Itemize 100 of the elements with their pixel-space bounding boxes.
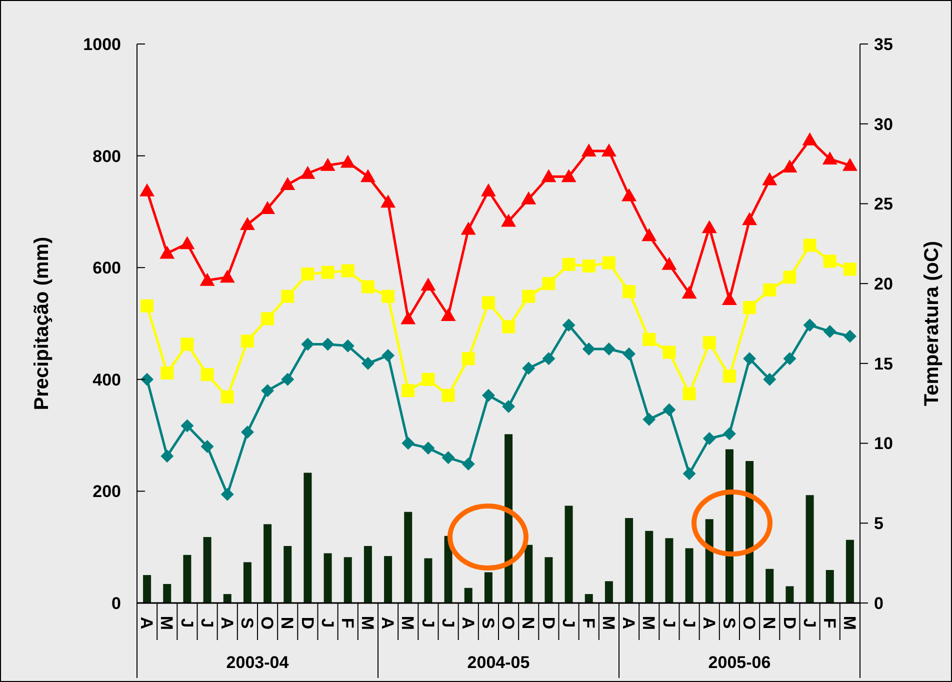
point	[783, 352, 796, 366]
x-tick-label: S	[720, 617, 739, 629]
point	[542, 277, 556, 290]
bar	[223, 594, 232, 603]
point	[762, 172, 778, 186]
point	[341, 339, 354, 352]
point	[281, 372, 294, 386]
bar	[324, 553, 332, 603]
point	[602, 342, 616, 356]
x-tick-label: A	[217, 616, 236, 630]
y2-tick-label: 15	[874, 354, 893, 374]
point	[722, 292, 737, 306]
point	[702, 336, 716, 350]
point	[803, 318, 816, 332]
point	[400, 311, 416, 324]
point	[562, 258, 576, 271]
point	[200, 368, 214, 382]
point	[140, 372, 154, 386]
y-axis-title: Precipitação (mm)	[31, 236, 53, 410]
bar	[424, 558, 432, 603]
y2-tick-label: 20	[874, 274, 893, 294]
point	[300, 166, 316, 179]
y-tick-label: 0	[112, 594, 121, 613]
point	[622, 285, 636, 298]
point	[422, 442, 435, 455]
point	[320, 158, 336, 171]
bar	[766, 568, 774, 603]
point	[361, 280, 374, 294]
point	[842, 158, 858, 171]
point	[482, 296, 495, 310]
bar	[304, 472, 312, 603]
x-tick-label: N	[278, 616, 297, 630]
point	[460, 222, 476, 235]
bar	[564, 506, 573, 603]
text: 2004-05	[467, 653, 530, 672]
x-tick-label: J	[418, 618, 438, 628]
point	[522, 290, 536, 303]
y-tick-label: 600	[92, 258, 121, 278]
x-tick-label: J	[318, 618, 337, 628]
point	[542, 352, 556, 366]
bar	[625, 518, 634, 603]
point	[240, 334, 254, 348]
bar	[404, 512, 412, 603]
point	[301, 267, 314, 280]
point	[180, 338, 194, 351]
text: 2005-06	[708, 653, 771, 672]
point	[722, 370, 736, 383]
point	[823, 324, 836, 338]
y2-tick-label: 25	[874, 194, 893, 214]
bar	[786, 586, 794, 603]
x-tick-label: J	[679, 618, 698, 628]
point	[581, 144, 596, 157]
y2-tick-label: 35	[874, 34, 893, 54]
point	[502, 400, 516, 414]
point	[642, 228, 657, 242]
y-tick-label: 1000	[83, 34, 121, 54]
point	[160, 366, 174, 380]
point	[783, 270, 796, 284]
point	[822, 151, 838, 164]
point	[321, 266, 334, 279]
point	[160, 246, 175, 259]
bar	[604, 581, 613, 603]
bar	[344, 557, 352, 603]
point	[622, 188, 637, 202]
bar	[504, 434, 513, 603]
y2-axis-title: Temperatura (oC)	[921, 240, 943, 406]
x-tick-label: N	[760, 616, 779, 630]
x-tick-label: A	[458, 616, 478, 630]
point	[462, 458, 475, 471]
y2-tick-label: 5	[874, 514, 884, 534]
point	[482, 388, 495, 402]
point	[140, 183, 155, 196]
point	[361, 356, 374, 370]
bar	[484, 572, 492, 603]
point	[160, 450, 174, 463]
bar	[284, 546, 292, 603]
x-tick-label: O	[740, 616, 759, 630]
point	[422, 372, 435, 386]
y-tick-label: 400	[92, 370, 121, 390]
point	[642, 332, 656, 346]
x-tick-label: A	[378, 616, 398, 630]
point	[360, 169, 376, 182]
point	[281, 290, 294, 303]
bar	[846, 540, 854, 603]
point	[743, 301, 756, 314]
x-tick-label: A	[619, 616, 638, 630]
point	[480, 183, 496, 196]
point	[662, 346, 676, 359]
point	[662, 403, 676, 416]
point	[220, 390, 234, 404]
point	[340, 154, 356, 168]
bar	[705, 519, 714, 603]
point	[261, 384, 274, 398]
x-tick-label: M	[398, 616, 418, 630]
bar	[826, 570, 834, 603]
point	[803, 238, 816, 252]
point	[782, 159, 798, 172]
x-tick-label: M	[840, 616, 860, 630]
bar	[584, 594, 593, 603]
point	[280, 177, 296, 190]
